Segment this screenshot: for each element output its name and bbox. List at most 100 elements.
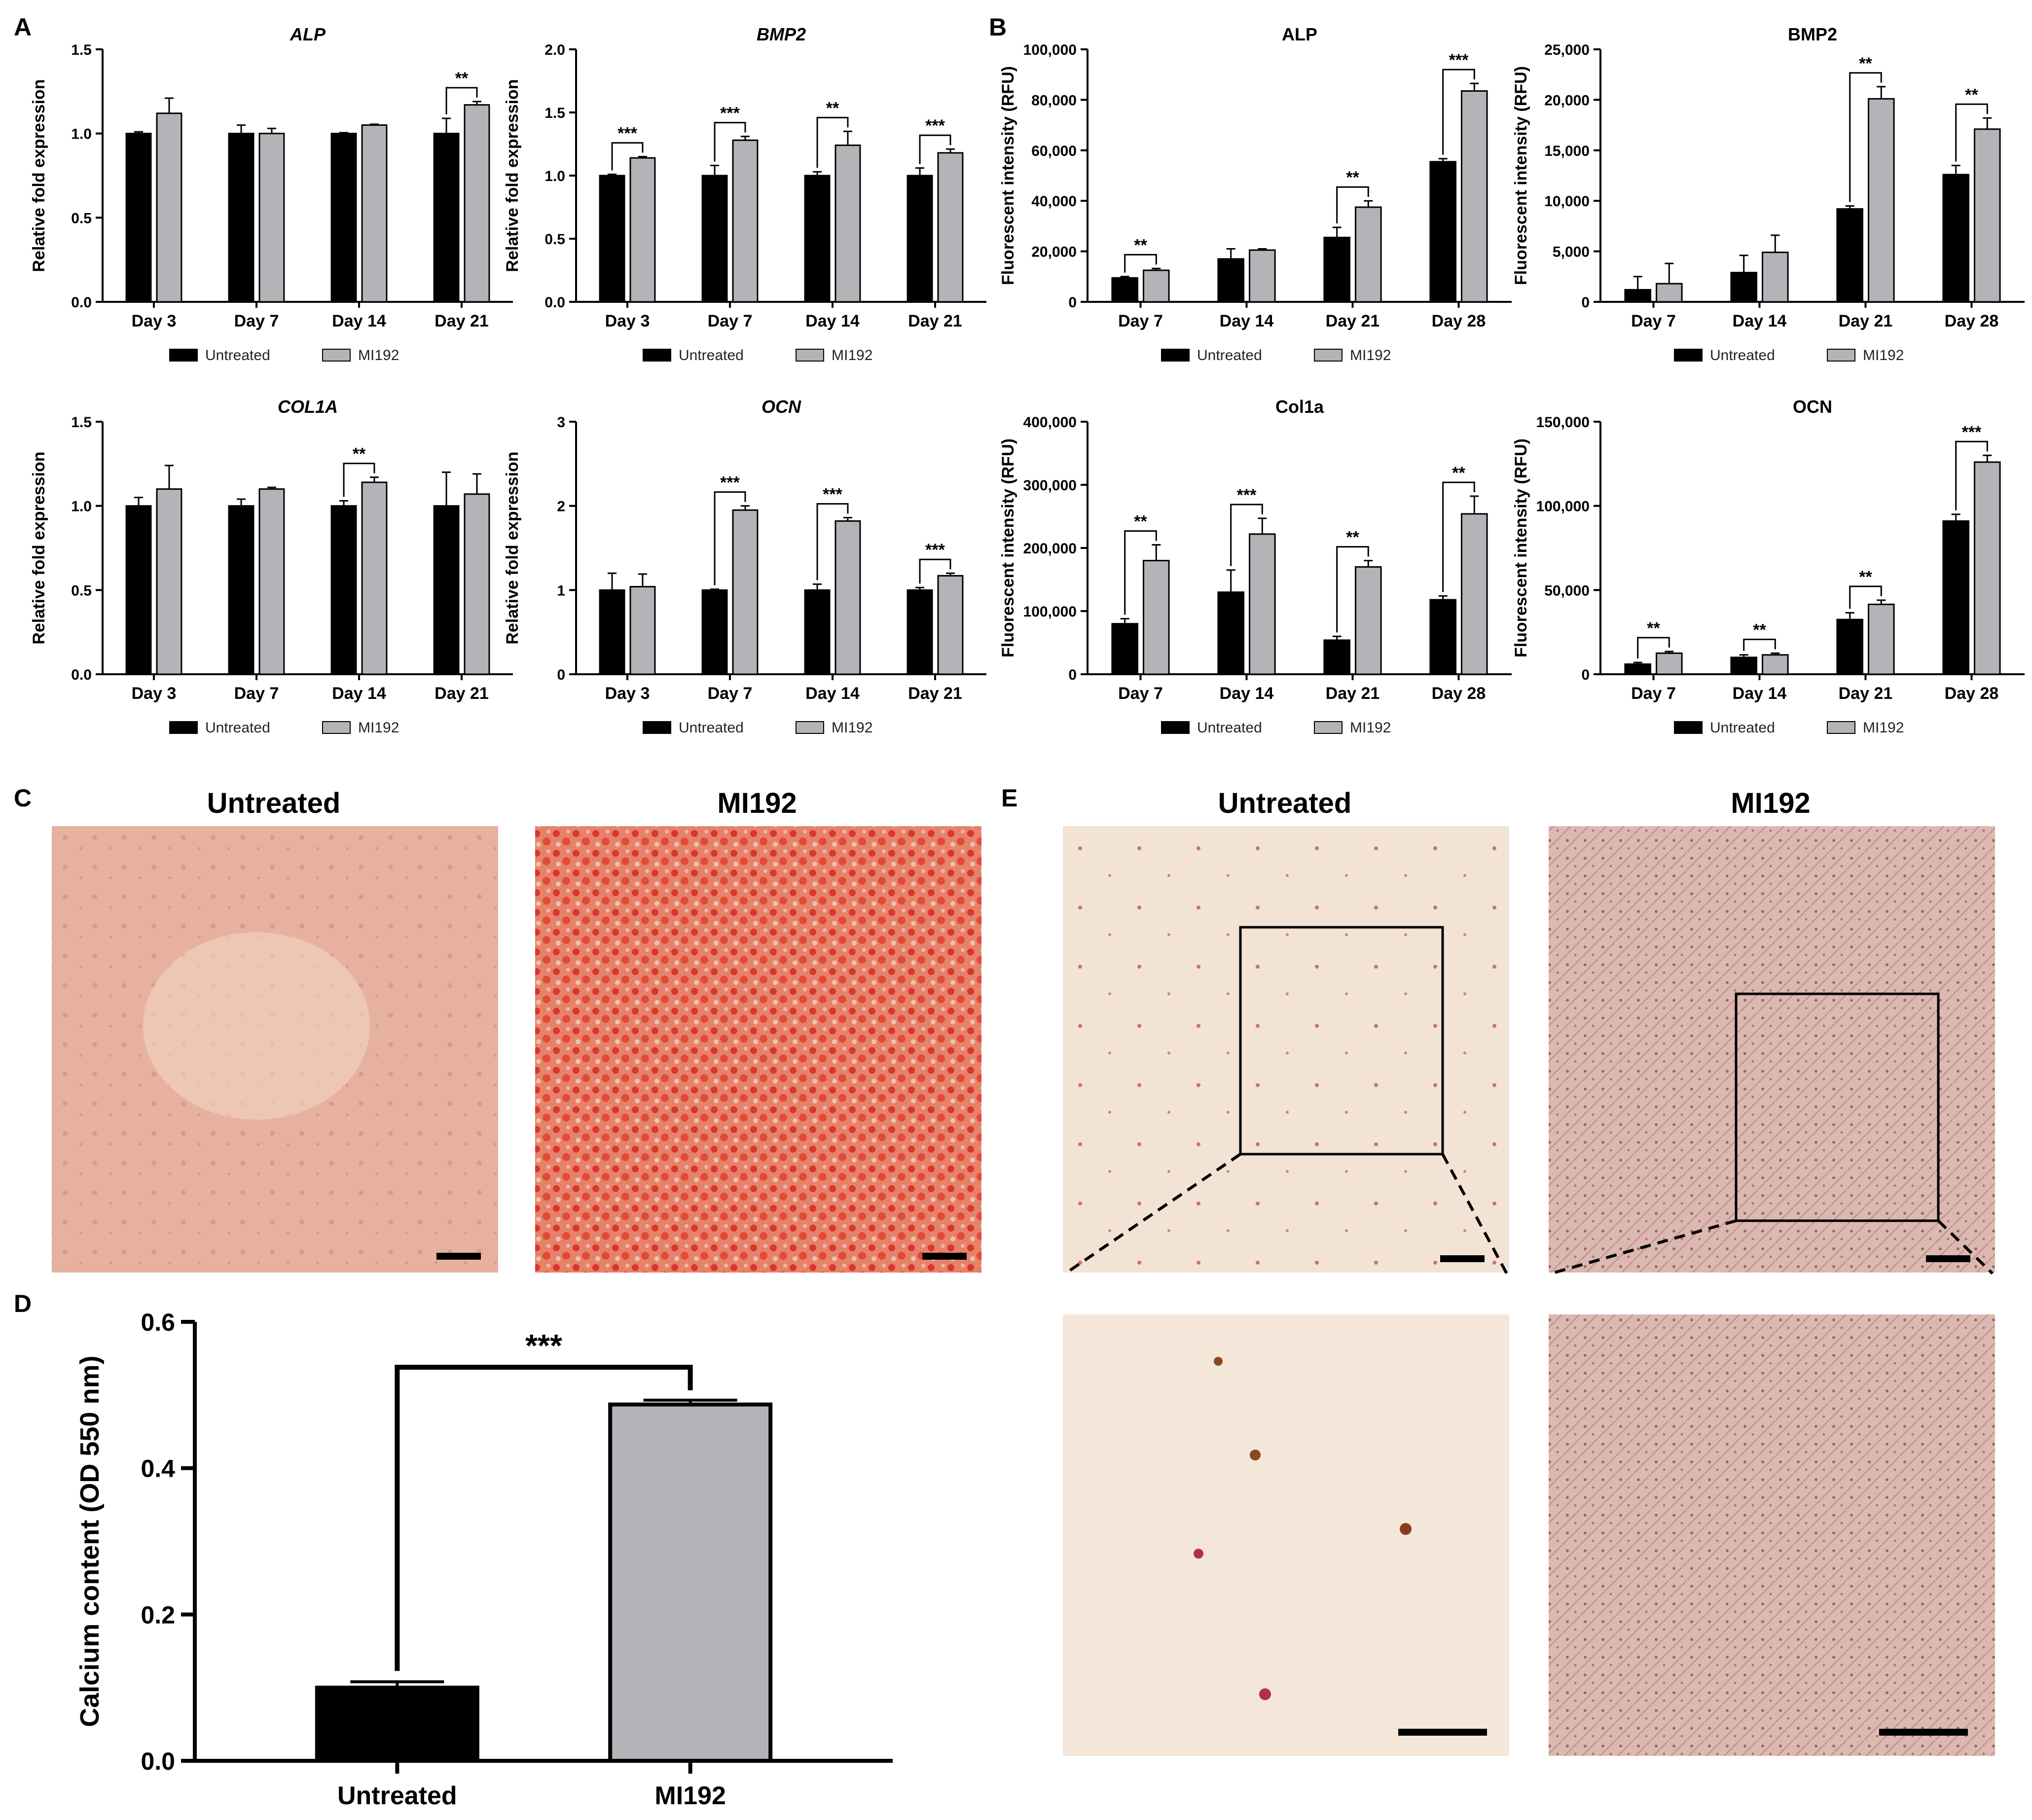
- significance-label: **: [1647, 619, 1660, 638]
- bar-mi192: [464, 493, 490, 675]
- x-tick-label: Day 3: [605, 684, 650, 703]
- x-tick-label: Day 3: [132, 684, 177, 703]
- y-axis-label: Relative fold expression: [30, 79, 48, 272]
- bar-mi192: [156, 112, 182, 303]
- panel-letter-d: D: [14, 1290, 32, 1317]
- legend-swatch-mi192: [796, 721, 824, 734]
- x-tick-label: Day 7: [234, 312, 279, 330]
- x-tick-label: Untreated: [337, 1782, 457, 1810]
- y-tick-label: 15,000: [1544, 143, 1590, 159]
- chart-a-col1a: COL1A Relative fold expression 0.0 0.5 1.0 1.…: [30, 397, 513, 736]
- x-tick-label: Day 21: [435, 684, 489, 703]
- significance-label: **: [1134, 236, 1147, 255]
- bar-untreated: [1836, 208, 1863, 303]
- legend-label-untreated: Untreated: [679, 720, 744, 736]
- y-tick-label: 1.5: [71, 42, 92, 58]
- y-tick-label: 0.0: [544, 294, 565, 311]
- significance-label: **: [1452, 464, 1465, 482]
- bar-mi192: [361, 124, 388, 303]
- bar-untreated: [330, 133, 357, 303]
- c-mi192-title: MI192: [717, 787, 797, 819]
- legend-swatch-mi192: [322, 721, 351, 734]
- bar-mi192: [1974, 461, 2001, 675]
- chart-title: BMP2: [757, 24, 806, 44]
- e-untreated-zoom-box: [1239, 926, 1444, 1156]
- bar-untreated: [1429, 161, 1456, 303]
- legend-label-mi192: MI192: [1350, 347, 1391, 364]
- significance-label: ***: [823, 485, 842, 504]
- y-tick-label: 2.0: [544, 42, 565, 58]
- y-tick-label: 100,000: [1023, 604, 1077, 620]
- x-tick-label: Day 3: [605, 312, 650, 330]
- x-tick-label: Day 21: [1326, 312, 1380, 330]
- bar-untreated: [433, 505, 460, 675]
- bar-untreated: [1730, 656, 1757, 675]
- chart-title: ALP: [290, 24, 326, 44]
- bar-untreated: [315, 1685, 479, 1763]
- significance-bracket: [1637, 637, 1670, 659]
- c-mi192-micrograph: [535, 826, 981, 1273]
- x-tick-label: Day 14: [805, 684, 860, 703]
- legend-label-untreated: Untreated: [1197, 347, 1262, 364]
- y-tick-label: 100,000: [1023, 42, 1077, 58]
- y-tick-label: 0: [1581, 294, 1590, 311]
- y-tick-label: 0: [1581, 667, 1590, 683]
- x-tick-label: Day 7: [234, 684, 279, 703]
- bar-untreated: [1217, 258, 1244, 303]
- y-tick-label: 0.5: [544, 231, 565, 248]
- legend-label-mi192: MI192: [358, 347, 399, 364]
- c-untreated-title: Untreated: [207, 787, 341, 819]
- e-mi192-zoom-scale-bar: [1879, 1729, 1968, 1736]
- x-tick-label: Day 21: [908, 684, 962, 703]
- bar-mi192: [835, 145, 861, 303]
- chart-title: ALP: [1282, 24, 1317, 44]
- bar-mi192: [258, 488, 285, 675]
- x-tick-label: Day 14: [805, 312, 860, 330]
- bar-mi192: [1656, 652, 1683, 675]
- chart-title: COL1A: [278, 397, 338, 417]
- bar-untreated: [125, 505, 152, 675]
- y-tick-label: 20,000: [1544, 92, 1590, 109]
- legend-swatch-untreated: [643, 349, 671, 362]
- bar-mi192: [835, 520, 861, 675]
- legend-swatch-mi192: [322, 349, 351, 362]
- y-tick-label: 150,000: [1536, 414, 1590, 431]
- bar-untreated: [1323, 639, 1350, 675]
- x-tick-label: Day 7: [708, 312, 753, 330]
- legend-label-mi192: MI192: [832, 347, 872, 364]
- legend-label-untreated: Untreated: [1710, 720, 1775, 736]
- bar-mi192: [937, 152, 964, 303]
- y-tick-label: 60,000: [1031, 143, 1077, 159]
- x-tick-label: Day 14: [332, 684, 386, 703]
- significance-bracket: [395, 1365, 693, 1671]
- bar-mi192: [1355, 566, 1382, 675]
- bar-mi192: [258, 133, 285, 303]
- y-tick-label: 100,000: [1536, 499, 1590, 515]
- chart-b-bmp2: BMP2 Fluorescent intensity (RFU) 0 5,000 10,…: [1512, 24, 2025, 364]
- bar-mi192: [629, 157, 656, 303]
- bar-untreated: [1429, 599, 1456, 675]
- significance-label: ***: [617, 124, 637, 143]
- legend-label-mi192: MI192: [358, 720, 399, 736]
- x-tick-label: Day 14: [332, 312, 386, 330]
- legend-swatch-untreated: [169, 349, 198, 362]
- chart-d-calcium: Calcium content (OD 550 nm) 0.0 0.2 0.4 0.6 U…: [75, 1309, 893, 1810]
- bar-untreated: [1624, 289, 1651, 303]
- legend-label-untreated: Untreated: [1197, 720, 1262, 736]
- bar-mi192: [1461, 90, 1488, 303]
- bar-mi192: [1656, 283, 1683, 303]
- legend-swatch-mi192: [1314, 349, 1343, 362]
- y-tick-label: 0: [557, 667, 565, 683]
- significance-bracket: [1442, 69, 1475, 155]
- y-tick-label: 10,000: [1544, 193, 1590, 210]
- bar-untreated: [1730, 272, 1757, 303]
- y-tick-label: 300,000: [1023, 477, 1077, 494]
- bar-mi192: [732, 509, 759, 675]
- y-tick-label: 1: [557, 582, 565, 599]
- chart-title: OCN: [1793, 397, 1832, 417]
- e-mi192-scale-bar: [1926, 1255, 1970, 1262]
- bar-mi192: [629, 586, 656, 675]
- bar-untreated: [599, 589, 625, 675]
- significance-label: **: [1859, 54, 1872, 73]
